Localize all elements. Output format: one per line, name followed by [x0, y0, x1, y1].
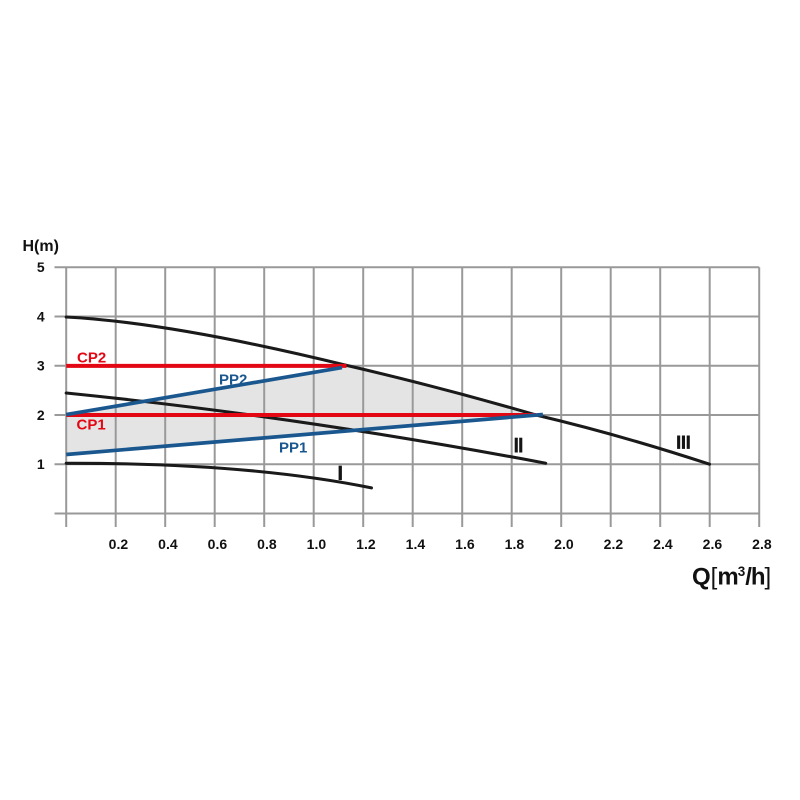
svg-text:H(m): H(m): [23, 238, 59, 255]
svg-text:2.8: 2.8: [752, 536, 772, 552]
svg-text:2.4: 2.4: [653, 536, 673, 552]
svg-text:0.4: 0.4: [158, 536, 178, 552]
svg-text:1: 1: [37, 456, 45, 472]
svg-text:1.4: 1.4: [406, 536, 426, 552]
svg-text:0.2: 0.2: [109, 536, 129, 552]
svg-text:3: 3: [37, 358, 45, 374]
svg-text:1.8: 1.8: [505, 536, 525, 552]
svg-text:1.0: 1.0: [307, 536, 327, 552]
svg-text:1.2: 1.2: [356, 536, 376, 552]
svg-text:1.6: 1.6: [455, 536, 475, 552]
svg-text:Q[m3/h]: Q[m3/h]: [692, 564, 771, 591]
svg-text:2.0: 2.0: [554, 536, 574, 552]
svg-text:0.8: 0.8: [257, 536, 277, 552]
svg-text:PP2: PP2: [219, 371, 247, 388]
svg-text:2.2: 2.2: [604, 536, 624, 552]
svg-text:2.6: 2.6: [703, 536, 723, 552]
svg-text:0.6: 0.6: [208, 536, 228, 552]
svg-text:CP1: CP1: [77, 417, 106, 434]
svg-text:2: 2: [37, 407, 45, 423]
svg-text:5: 5: [37, 259, 45, 275]
svg-text:PP1: PP1: [279, 440, 307, 457]
svg-text:CP2: CP2: [77, 349, 106, 366]
svg-text:4: 4: [37, 308, 45, 324]
